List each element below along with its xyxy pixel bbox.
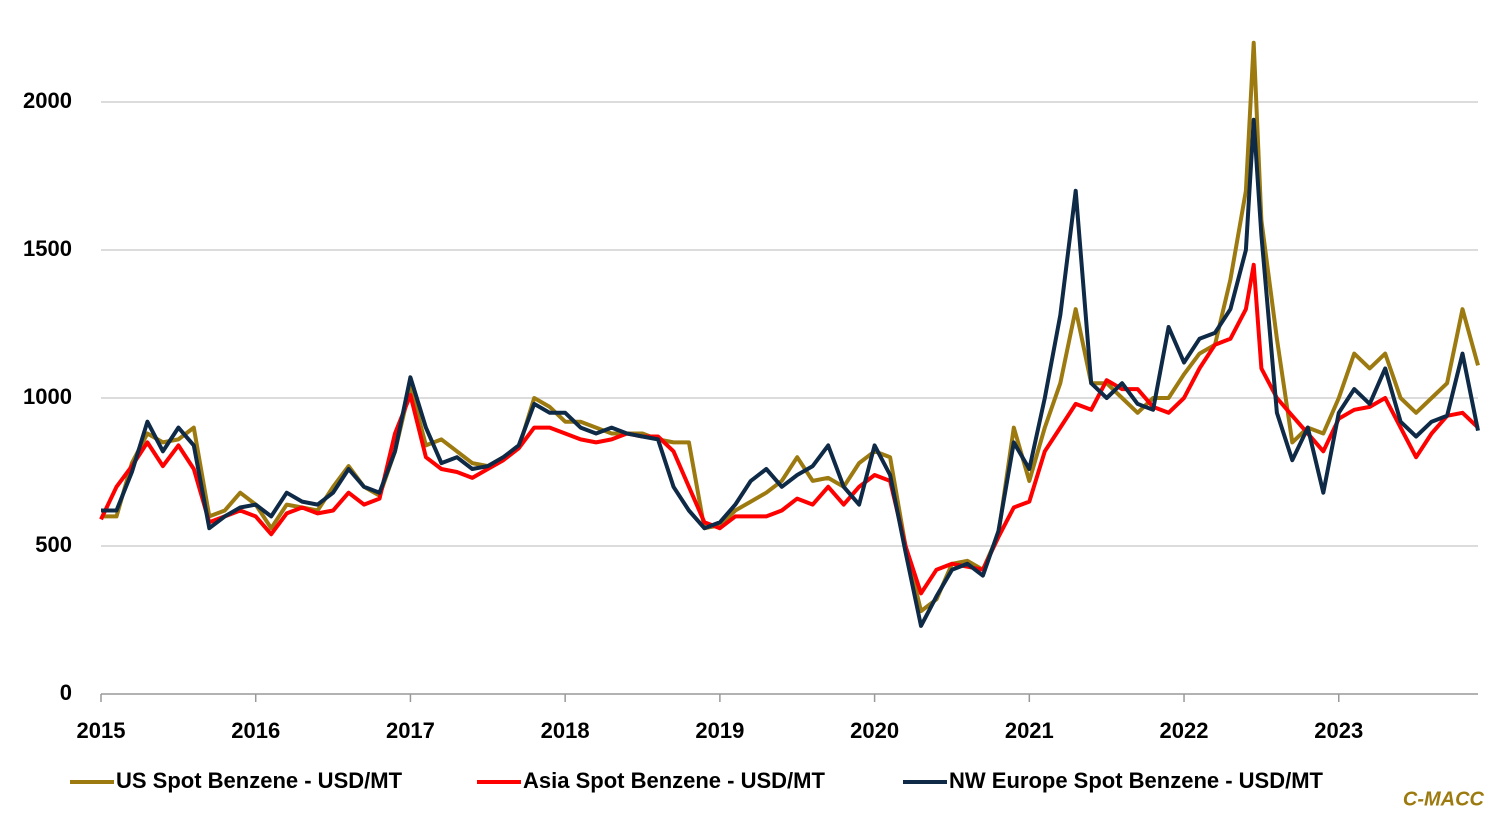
- legend-label: Asia Spot Benzene - USD/MT: [523, 768, 825, 793]
- y-tick-label: 1500: [23, 236, 72, 261]
- legend-label: US Spot Benzene - USD/MT: [116, 768, 403, 793]
- y-tick-label: 500: [35, 532, 72, 557]
- y-tick-label: 0: [60, 680, 72, 705]
- series-line: [101, 117, 1480, 628]
- x-tick-label: 2020: [850, 718, 899, 743]
- y-tick-label: 1000: [23, 384, 72, 409]
- series-line: [99, 262, 1480, 596]
- x-tick-label: 2021: [1005, 718, 1054, 743]
- x-tick-label: 2017: [386, 718, 435, 743]
- x-tick-label: 2018: [541, 718, 590, 743]
- y-tick-label: 2000: [23, 88, 72, 113]
- x-tick-label: 2015: [77, 718, 126, 743]
- x-tick-label: 2019: [695, 718, 744, 743]
- legend-label: NW Europe Spot Benzene - USD/MT: [949, 768, 1324, 793]
- source-note: C-MACC: [1403, 788, 1485, 810]
- series-line: [101, 40, 1480, 614]
- x-tick-label: 2023: [1314, 718, 1363, 743]
- x-tick-label: 2016: [231, 718, 280, 743]
- x-tick-label: 2022: [1160, 718, 1209, 743]
